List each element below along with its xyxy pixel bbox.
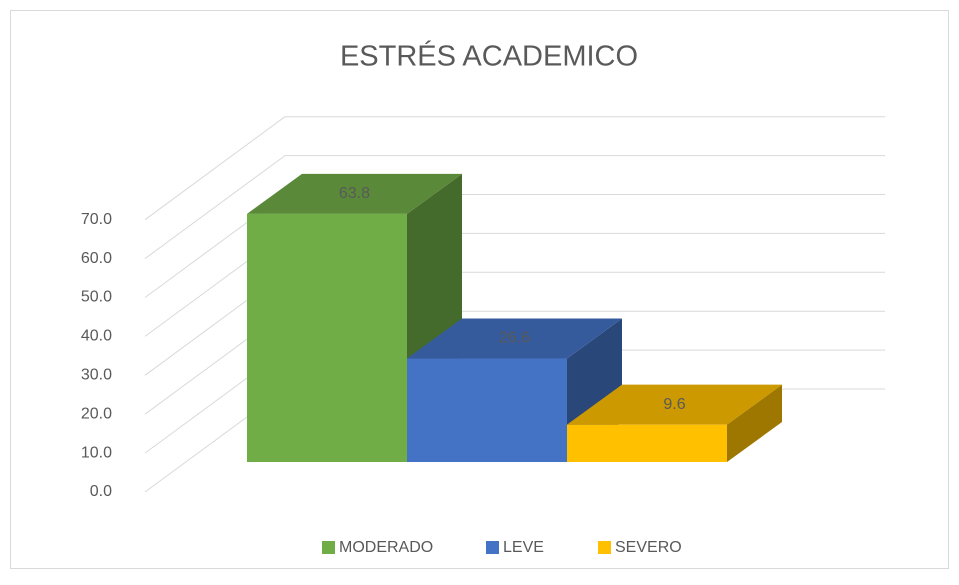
chart-border xyxy=(10,10,949,569)
y-tick-label: 70.0 xyxy=(81,211,112,228)
y-tick-label: 60.0 xyxy=(81,250,112,267)
legend-label: MODERADO xyxy=(339,539,433,556)
data-label: 9.6 xyxy=(663,396,685,413)
bar-front xyxy=(247,213,407,462)
legend-label: LEVE xyxy=(503,539,544,556)
bar-side xyxy=(727,384,782,462)
y-tick-label: 10.0 xyxy=(81,444,112,461)
legend-swatch xyxy=(322,541,335,554)
data-label: 63.8 xyxy=(339,185,370,202)
y-tick-label: 30.0 xyxy=(81,367,112,384)
grid-line xyxy=(144,155,286,260)
bar-top xyxy=(407,318,622,359)
grid-line xyxy=(144,116,286,221)
bar-front xyxy=(407,358,567,462)
legend-swatch xyxy=(486,541,499,554)
y-tick-label: 20.0 xyxy=(81,405,112,422)
legend-label: SEVERO xyxy=(615,539,682,556)
bar-top xyxy=(567,384,782,425)
data-label: 26.6 xyxy=(499,330,530,347)
y-tick-label: 40.0 xyxy=(81,328,112,345)
legend-swatch xyxy=(598,541,611,554)
chart-title: ESTRÉS ACADEMICO xyxy=(340,40,638,73)
bar-top xyxy=(247,173,462,214)
y-tick-label: 50.0 xyxy=(81,289,112,306)
bar-front xyxy=(567,424,727,462)
bar xyxy=(567,384,782,462)
y-tick-label: 0.0 xyxy=(90,483,112,500)
bar xyxy=(407,318,622,462)
